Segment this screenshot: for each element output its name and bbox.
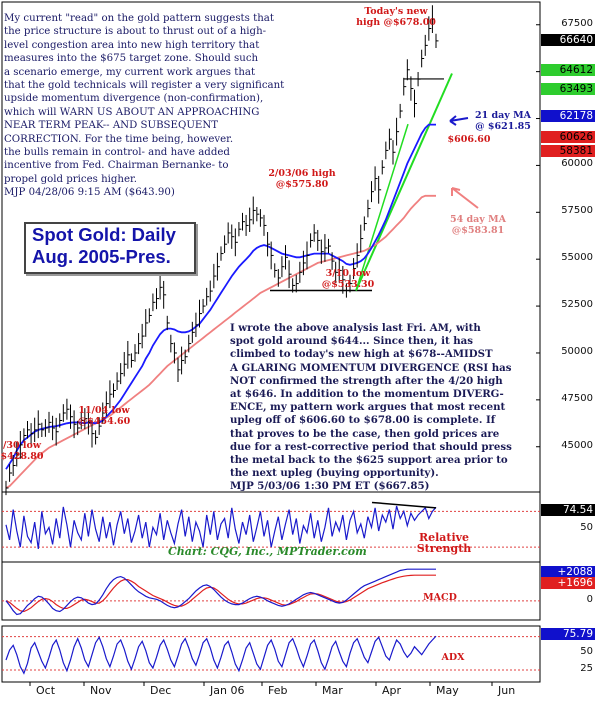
price-y-tick-label: 67500 xyxy=(561,17,593,29)
price-value-tag: 58381 xyxy=(541,145,595,157)
annotation-level-606: $606.60 xyxy=(447,134,491,145)
rsi-line xyxy=(5,505,437,549)
x-tick-label: Nov xyxy=(90,684,112,697)
arrow-ma21 xyxy=(449,115,469,126)
chart-credit: Chart: CQG, Inc., MPTrader.com xyxy=(168,545,367,558)
price-y-tick-label: 52500 xyxy=(561,299,593,311)
annotation-ma54: 54 day MA @$583.81 xyxy=(449,214,507,236)
rsi-panel-label: Relative Strength xyxy=(416,531,472,555)
macd-panel-label: MACD xyxy=(423,592,457,603)
x-tick-label: Feb xyxy=(268,684,288,697)
annotation-low-0310: 3/10 low @$533.30 xyxy=(321,268,375,290)
adx-value-tag: 75.79 xyxy=(541,628,595,640)
x-tick-label: Apr xyxy=(382,684,402,697)
adx-y-tick-label: 50 xyxy=(580,646,593,658)
macd-value-tag: +1696 xyxy=(541,577,595,589)
rsi-value-tag: 74.54 xyxy=(541,504,595,516)
macd-signal-line xyxy=(5,574,436,613)
price-value-tag: 64612 xyxy=(541,64,595,76)
x-tick-label: Jun xyxy=(498,684,516,697)
chart-subtitle: Aug. 2005-Pres. xyxy=(32,246,171,267)
price-value-tag: 63493 xyxy=(541,83,595,95)
annotation-high-0203: 2/03/06 high @$575.80 xyxy=(268,168,336,190)
adx-line xyxy=(5,635,437,675)
macd-value-tag: +2088 xyxy=(541,566,595,578)
macd-line xyxy=(5,568,436,616)
price-y-tick-label: 57500 xyxy=(561,205,593,217)
rsi-y-tick-label: 50 xyxy=(580,522,593,534)
chart-title-box: Spot Gold: Daily Aug. 2005-Pres. xyxy=(24,222,196,274)
price-y-tick-label: 60000 xyxy=(561,158,593,170)
annotation-ma21: 21 day MA @ $621.85 xyxy=(474,110,532,132)
x-tick-label: Dec xyxy=(150,684,172,697)
adx-y-tick-label: 25 xyxy=(580,663,593,674)
x-tick-label: May xyxy=(436,684,459,697)
price-y-tick-label: 50000 xyxy=(561,345,593,357)
x-tick-label: Oct xyxy=(36,684,56,697)
price-y-tick-label: 47500 xyxy=(561,392,593,404)
analysis-note-top: My current "read" on the gold pattern su… xyxy=(4,13,285,199)
annotation-low-930: /30 low $428.80 xyxy=(0,440,44,462)
macd-y-tick-label: 0 xyxy=(586,593,593,605)
arrow-ma54 xyxy=(451,187,479,209)
macd-panel-frame xyxy=(1,561,541,621)
annotation-today-high: Today's new high @$678.00 xyxy=(356,6,436,28)
chart-title: Spot Gold: Daily xyxy=(32,224,176,245)
annotation-low-1104: 11/04 low @$454.60 xyxy=(77,405,131,427)
price-y-tick-label: 55000 xyxy=(561,252,593,264)
adx-panel-frame xyxy=(1,625,541,683)
uptrend-line xyxy=(355,73,453,291)
x-tick-label: Jan 06 xyxy=(210,684,245,697)
uptrend-line-inner xyxy=(355,123,409,291)
price-value-tag: 60626 xyxy=(541,131,595,143)
price-value-tag: 62178 xyxy=(541,110,595,122)
price-value-tag: 66640 xyxy=(541,34,595,46)
analysis-note-bottom: I wrote the above analysis last Fri. AM,… xyxy=(230,322,512,493)
x-tick-label: Mar xyxy=(322,684,343,697)
adx-panel-label: ADX xyxy=(441,652,465,663)
rsi-divergence-line xyxy=(371,501,437,509)
price-y-tick-label: 45000 xyxy=(561,439,593,451)
